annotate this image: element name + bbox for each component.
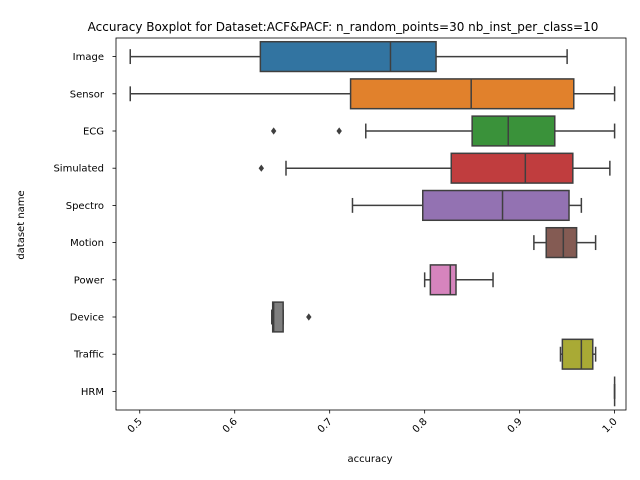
box-sensor — [129, 78, 616, 110]
x-tick-label: 0.8 — [411, 416, 430, 435]
y-tick-label: Sensor — [70, 89, 105, 100]
x-axis-label: accuracy — [347, 454, 392, 465]
y-tick-label: Traffic — [73, 350, 104, 361]
y-tick-label: HRM — [81, 387, 104, 398]
y-tick-label: Image — [73, 52, 104, 63]
iqr-box — [271, 301, 284, 333]
box-motion — [533, 226, 597, 259]
outlier-point — [270, 127, 277, 135]
iqr-box — [259, 40, 437, 73]
iqr-box — [349, 78, 575, 110]
y-tick-label: Device — [70, 313, 104, 324]
y-axis: Image Sensor ECG Simulated Spectro Motion Powe… — [53, 52, 116, 398]
outlier-point — [336, 127, 342, 135]
box-device — [271, 301, 312, 333]
iqr-box — [561, 338, 594, 370]
y-tick-label: Motion — [70, 238, 104, 249]
iqr-box — [422, 189, 570, 222]
y-axis-label: dataset name — [16, 190, 27, 259]
plot-area — [115, 37, 627, 411]
box-ecg — [270, 115, 616, 147]
box-spectro — [351, 189, 583, 222]
y-tick-label: ECG — [83, 127, 104, 138]
box-power — [423, 264, 494, 296]
box-simulated — [258, 152, 611, 184]
plot-frame — [115, 37, 627, 411]
box-traffic — [559, 338, 597, 370]
x-axis: 0.5 0.6 0.7 0.8 0.9 1.0 — [126, 410, 620, 435]
outlier-point — [306, 313, 312, 321]
outlier-point — [258, 164, 265, 172]
iqr-box — [450, 152, 574, 184]
iqr-box — [545, 226, 578, 259]
y-tick-label: Simulated — [53, 164, 104, 175]
y-tick-label: Power — [74, 275, 105, 286]
iqr-box — [429, 264, 457, 296]
x-tick-label: 0.6 — [221, 416, 240, 435]
chart-title: Accuracy Boxplot for Dataset:ACF&PACF: n… — [88, 20, 599, 34]
x-tick-label: 0.5 — [126, 416, 145, 435]
x-tick-label: 1.0 — [601, 416, 620, 435]
iqr-box — [471, 115, 556, 147]
x-tick-label: 0.9 — [506, 416, 525, 435]
x-tick-label: 0.7 — [316, 416, 335, 435]
box-image — [129, 40, 568, 73]
y-tick-label: Spectro — [66, 201, 104, 212]
